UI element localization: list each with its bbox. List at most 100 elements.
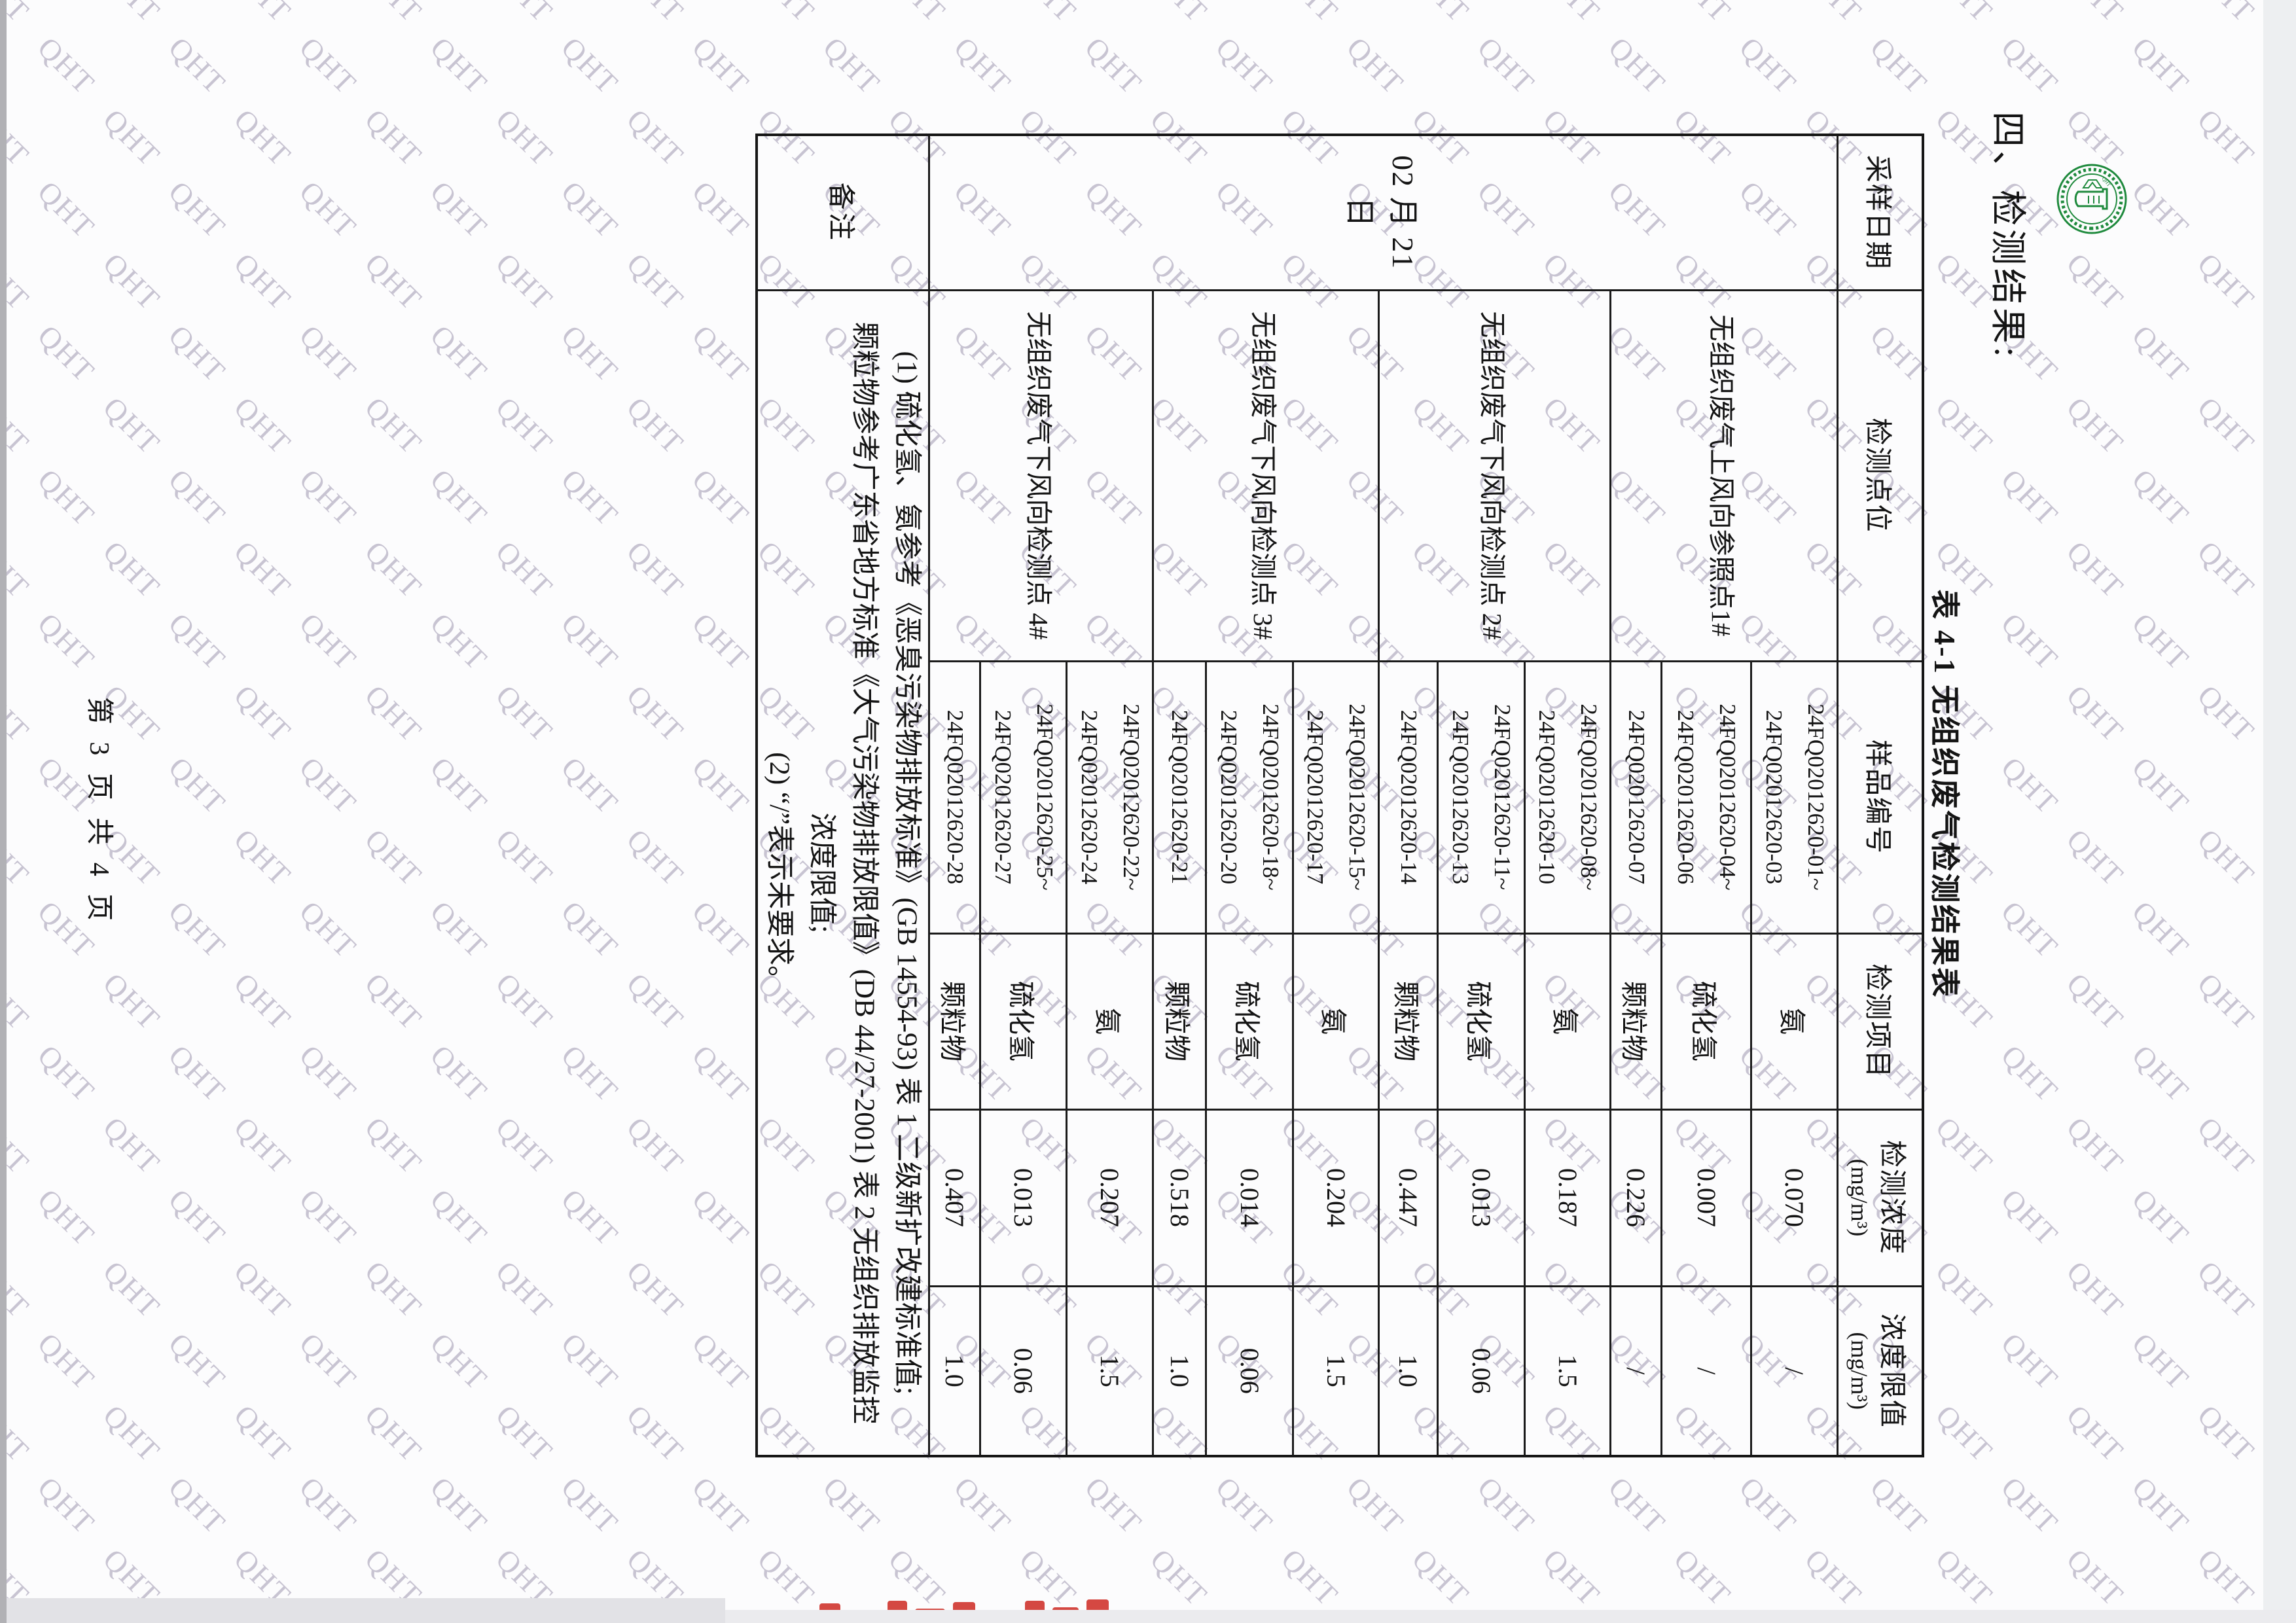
sample-number-line: 24FQ02012620-22~ — [1119, 704, 1144, 891]
limit-cell: / — [1662, 1286, 1751, 1456]
watermark-text: QHT — [1994, 1470, 2066, 1541]
watermark-text: QHT — [0, 0, 37, 29]
sample-number-line: 24FQ02012620-07 — [1624, 709, 1649, 885]
watermark-text: QHT — [1471, 30, 1542, 101]
red-edge-stamp-icon — [778, 1593, 1113, 1623]
sample-number-line: 24FQ02012620-20 — [1216, 709, 1242, 885]
remark-line: 颗粒物参考广东省地方标准《大气污染物排放限值》(DB 44/27-2001) 表… — [849, 321, 880, 1424]
concentration-cell: 0.014 — [1206, 1109, 1293, 1286]
watermark-text: QHT — [1209, 1614, 1280, 1623]
watermark-text: QHT — [162, 606, 233, 677]
watermark-text: QHT — [293, 1038, 364, 1109]
watermark-text: QHT — [2191, 390, 2262, 461]
column-header-label: 采样日期 — [1862, 154, 1893, 270]
watermark-text: QHT — [554, 318, 626, 389]
watermark-text: QHT — [358, 966, 429, 1037]
watermark-text: QHT — [489, 1254, 560, 1325]
watermark-text: QHT — [1994, 750, 2066, 821]
watermark-text: QHT — [2125, 894, 2197, 965]
sample-number-line: 24FQ02012620-11~ — [1490, 704, 1516, 891]
table-header-row: 采样日期 检测点位 样品编号 检测项目 检测浓度 (mg/m³) 浓度限值 (mg/m³) — [1838, 135, 1923, 1456]
limit-cell: / — [1611, 1286, 1662, 1456]
watermark-text: QHT — [358, 0, 429, 29]
watermark-text: QHT — [293, 174, 364, 245]
sample-number-line: 24FQ02012620-24 — [1077, 709, 1102, 885]
column-header-label: 检测点位 — [1862, 418, 1893, 533]
concentration-cell: 0.007 — [1662, 1109, 1751, 1286]
watermark-text: QHT — [1405, 0, 1477, 29]
watermark-text: QHT — [358, 1254, 429, 1325]
results-table: 采样日期 检测点位 样品编号 检测项目 检测浓度 (mg/m³) 浓度限值 (mg/m³) 02… — [755, 134, 1924, 1457]
sample-number-cell: 24FQ02012620-01~ 24FQ02012620-03 — [1751, 661, 1838, 933]
watermark-text: QHT — [2191, 1110, 2262, 1181]
watermark-text: QHT — [1994, 1614, 2066, 1623]
watermark-text: QHT — [2256, 30, 2296, 101]
watermark-text: QHT — [162, 894, 233, 965]
watermark-text: QHT — [620, 678, 691, 749]
watermark-text: QHT — [620, 390, 691, 461]
watermark-text: QHT — [162, 1326, 233, 1397]
watermark-text: QHT — [620, 534, 691, 605]
watermark-text: QHT — [227, 1110, 298, 1181]
column-header-unit: (mg/m³) — [1846, 1332, 1873, 1410]
watermark-text: QHT — [2060, 0, 2131, 29]
watermark-text: QHT — [554, 174, 626, 245]
analyte-cell: 氨 — [1067, 933, 1153, 1109]
remark-line: (1) 硫化氢、氨参考《恶臭污染物排放标准》(GB 14554-93) 表 1 … — [891, 351, 923, 1395]
watermark-text: QHT — [2060, 534, 2131, 605]
watermark-text: QHT — [685, 894, 757, 965]
scan-edge-right — [0, 1610, 2296, 1623]
watermark-text: QHT — [1994, 30, 2066, 101]
sample-number-cell: 24FQ02012620-18~ 24FQ02012620-20 — [1206, 661, 1293, 933]
section-title: 四、检测结果: — [1988, 111, 2028, 361]
watermark-text: QHT — [1602, 1470, 1673, 1541]
watermark-text: QHT — [423, 1038, 495, 1109]
remark-row: 备注 (1) 硫化氢、氨参考《恶臭污染物排放标准》(GB 14554-93) 表 … — [757, 135, 929, 1456]
column-header: 检测浓度 (mg/m³) — [1838, 1109, 1923, 1286]
watermark-text: QHT — [2125, 1038, 2197, 1109]
watermark-text: QHT — [2191, 678, 2262, 749]
watermark-text: QHT — [2256, 318, 2296, 389]
watermark-text: QHT — [2060, 390, 2131, 461]
watermark-text: QHT — [554, 1182, 626, 1253]
watermark-text: QHT — [293, 1182, 364, 1253]
watermark-text: QHT — [620, 966, 691, 1037]
concentration-cell: 0.013 — [1438, 1109, 1525, 1286]
watermark-text: QHT — [685, 318, 757, 389]
watermark-text: QHT — [2191, 246, 2262, 317]
watermark-text: QHT — [2191, 534, 2262, 605]
sample-number-line: 24FQ02012620-18~ — [1258, 704, 1284, 891]
concentration-cell: 0.013 — [980, 1109, 1067, 1286]
watermark-text: QHT — [489, 822, 560, 893]
watermark-text: QHT — [2125, 30, 2197, 101]
watermark-text: QHT — [685, 1470, 757, 1541]
watermark-text: QHT — [162, 318, 233, 389]
watermark-text: QHT — [1471, 1614, 1542, 1623]
watermark-text: QHT — [423, 1470, 495, 1541]
watermark-text: QHT — [1667, 0, 1738, 29]
concentration-cell: 0.207 — [1067, 1109, 1153, 1286]
watermark-text: QHT — [2060, 966, 2131, 1037]
column-header-label: 检测浓度 — [1876, 1139, 1907, 1255]
sample-number-line: 24FQ02012620-04~ — [1715, 704, 1741, 891]
watermark-text: QHT — [685, 1326, 757, 1397]
watermark-text: QHT — [489, 246, 560, 317]
watermark-text: QHT — [162, 1038, 233, 1109]
sample-number-line: 24FQ02012620-06 — [1673, 709, 1699, 885]
sample-number-cell: 24FQ02012620-04~ 24FQ02012620-06 — [1662, 661, 1751, 933]
sample-number-line: 24FQ02012620-13 — [1448, 709, 1474, 885]
watermark-text: QHT — [554, 1038, 626, 1109]
watermark-text: QHT — [1602, 1614, 1673, 1623]
watermark-text: QHT — [423, 750, 495, 821]
watermark-text: QHT — [2256, 1038, 2296, 1109]
watermark-text: QHT — [1732, 1614, 1804, 1623]
watermark-text: QHT — [554, 1614, 626, 1623]
concentration-cell: 0.204 — [1293, 1109, 1379, 1286]
watermark-text: QHT — [0, 390, 37, 461]
watermark-text: QHT — [162, 750, 233, 821]
limit-cell: 1.5 — [1525, 1286, 1611, 1456]
watermark-text: QHT — [162, 174, 233, 245]
analyte-cell: 颗粒物 — [929, 933, 980, 1109]
watermark-text: QHT — [554, 750, 626, 821]
